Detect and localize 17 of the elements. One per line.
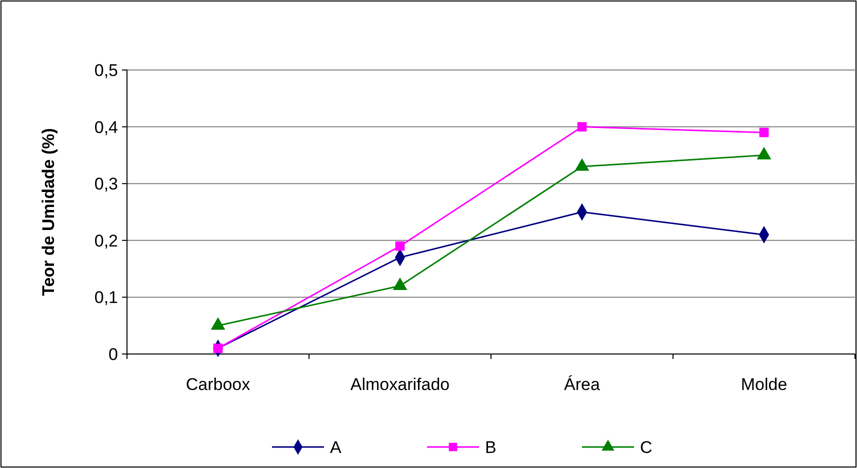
y-tick-label: 0,3: [94, 174, 118, 194]
y-tick-label: 0,4: [94, 118, 118, 137]
x-tick-label: Área: [564, 375, 600, 394]
legend-label: A: [330, 438, 342, 457]
x-tick-label: Carboox: [186, 375, 251, 394]
legend-label: C: [640, 438, 652, 457]
y-tick-label: 0,5: [94, 60, 118, 80]
point: [759, 128, 769, 138]
y-tick-label: 0: [108, 344, 118, 364]
y-tick-label: 0,2: [94, 231, 118, 250]
point: [577, 122, 587, 132]
x-tick-label: Molde: [740, 375, 788, 394]
x-tick-label: Almoxarifado: [350, 375, 450, 394]
y-axis-title: Teor de Umidade (%): [39, 128, 58, 296]
legend-label: B: [485, 438, 496, 457]
point: [395, 241, 405, 251]
y-tick-label: 0,1: [94, 288, 118, 308]
